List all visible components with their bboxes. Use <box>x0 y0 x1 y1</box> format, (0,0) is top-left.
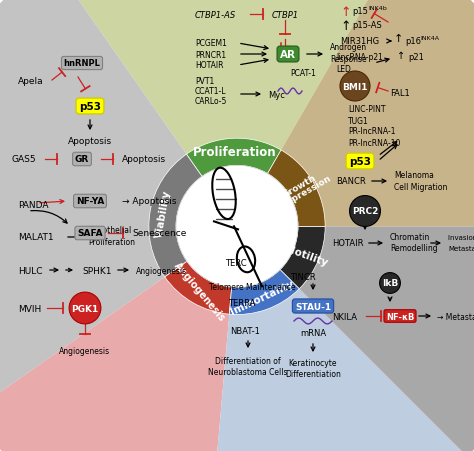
Text: CTBP1-AS: CTBP1-AS <box>195 11 236 20</box>
Text: Apoptosis: Apoptosis <box>68 137 112 146</box>
Text: Differentiation: Differentiation <box>285 370 341 379</box>
Text: SAFA: SAFA <box>77 229 103 238</box>
Text: SPHK1: SPHK1 <box>82 266 111 275</box>
Text: Proliferation: Proliferation <box>192 146 276 159</box>
Text: mRNA: mRNA <box>300 329 326 338</box>
Text: Chromatin: Chromatin <box>390 233 430 242</box>
Text: → Apoptosis: → Apoptosis <box>122 197 176 206</box>
Text: GR: GR <box>75 155 89 164</box>
Text: CTBP1: CTBP1 <box>272 11 299 20</box>
Text: Senescence: Senescence <box>132 229 186 238</box>
Text: NF-YA: NF-YA <box>76 197 104 206</box>
Text: PGK1: PGK1 <box>72 304 99 313</box>
Wedge shape <box>280 227 325 289</box>
Text: → Metastasis: → Metastasis <box>437 312 474 321</box>
Text: BMI1: BMI1 <box>342 83 368 91</box>
Text: p21: p21 <box>408 53 424 62</box>
Text: FAL1: FAL1 <box>390 89 410 98</box>
Text: ↑: ↑ <box>397 51 405 61</box>
Wedge shape <box>0 0 237 413</box>
Text: Apela: Apela <box>18 77 44 86</box>
Text: Melanoma: Melanoma <box>394 171 434 180</box>
Text: STAU-1: STAU-1 <box>295 302 331 311</box>
Wedge shape <box>267 151 325 227</box>
Text: Angiogenesis: Angiogenesis <box>172 260 228 323</box>
Text: PR-lncRNA-1: PR-lncRNA-1 <box>348 127 395 136</box>
Text: INK4A: INK4A <box>420 36 439 41</box>
Text: AR: AR <box>280 50 296 60</box>
Text: PR-lncRNA-10: PR-lncRNA-10 <box>348 138 401 147</box>
Wedge shape <box>237 227 474 451</box>
Text: CCAT1-L: CCAT1-L <box>195 87 227 96</box>
Text: CARLo-5: CARLo-5 <box>195 97 228 106</box>
Text: Viability: Viability <box>155 189 173 239</box>
Text: Myc: Myc <box>268 91 285 100</box>
Text: PRC2: PRC2 <box>352 207 378 216</box>
Text: HULC: HULC <box>18 266 43 275</box>
Text: PCGEM1: PCGEM1 <box>195 39 227 48</box>
Wedge shape <box>229 270 299 315</box>
Wedge shape <box>0 227 237 451</box>
Text: Proliferation: Proliferation <box>88 238 135 247</box>
Text: Differentiation of: Differentiation of <box>215 357 281 366</box>
Text: Response: Response <box>330 55 366 63</box>
Text: Angiogenesis: Angiogenesis <box>59 347 110 356</box>
Text: NKILA: NKILA <box>332 312 357 321</box>
Wedge shape <box>209 227 467 451</box>
Text: MVIH: MVIH <box>18 304 41 313</box>
Text: lincRNA-p21: lincRNA-p21 <box>336 53 383 62</box>
Text: TERC: TERC <box>225 259 246 268</box>
Wedge shape <box>149 155 202 277</box>
Text: Metastasis: Metastasis <box>448 245 474 252</box>
Text: TERRA: TERRA <box>228 299 255 308</box>
Text: Invasion +: Invasion + <box>448 235 474 240</box>
Text: ↑: ↑ <box>394 34 403 44</box>
Text: Neuroblastoma Cells: Neuroblastoma Cells <box>208 368 288 377</box>
Text: Remodelling: Remodelling <box>390 244 438 253</box>
Text: Apoptosis: Apoptosis <box>122 155 166 164</box>
Text: ↑: ↑ <box>340 19 350 32</box>
Text: NF-κB: NF-κB <box>386 312 414 321</box>
Text: Cell Migration: Cell Migration <box>394 183 447 192</box>
Text: PANDA: PANDA <box>18 201 48 210</box>
Text: TINCR: TINCR <box>290 272 316 281</box>
Text: HOTAIR: HOTAIR <box>195 61 224 70</box>
Text: LINC-PINT: LINC-PINT <box>348 105 385 114</box>
Text: Telomere Maintenance: Telomere Maintenance <box>209 283 295 292</box>
Wedge shape <box>50 0 400 227</box>
Text: INK4b: INK4b <box>368 5 387 10</box>
Text: LED: LED <box>336 64 351 74</box>
Text: HOTAIR: HOTAIR <box>332 239 364 248</box>
Text: Motility: Motility <box>283 244 328 268</box>
Text: p15: p15 <box>352 8 368 17</box>
Text: Growth
Suppression: Growth Suppression <box>270 166 333 213</box>
Text: MALAT1: MALAT1 <box>18 233 54 242</box>
Text: PVT1: PVT1 <box>195 77 214 86</box>
Text: Immortality: Immortality <box>229 278 296 316</box>
Text: PCAT-1: PCAT-1 <box>290 69 316 78</box>
Text: ↑: ↑ <box>340 5 350 18</box>
Text: Endothelial: Endothelial <box>88 226 131 235</box>
Text: p53: p53 <box>349 156 371 166</box>
Text: TUG1: TUG1 <box>348 116 369 125</box>
Circle shape <box>176 166 298 288</box>
Text: Androgen: Androgen <box>330 43 367 52</box>
Wedge shape <box>165 262 232 314</box>
Text: p16: p16 <box>405 37 421 46</box>
Text: p15-AS: p15-AS <box>352 22 382 30</box>
Text: GAS5: GAS5 <box>12 155 36 164</box>
Text: Angiogenesis: Angiogenesis <box>136 266 187 275</box>
Text: Keratinocyte: Keratinocyte <box>289 359 337 368</box>
Wedge shape <box>237 0 474 227</box>
Text: p53: p53 <box>79 102 101 112</box>
Text: BANCR: BANCR <box>336 177 366 186</box>
Text: PRNCR1: PRNCR1 <box>195 51 226 60</box>
Text: MIR31HG: MIR31HG <box>340 37 379 46</box>
Text: hnRNPL: hnRNPL <box>64 60 100 69</box>
Text: IkB: IkB <box>382 279 398 288</box>
Text: NBAT-1: NBAT-1 <box>230 327 260 336</box>
Wedge shape <box>186 139 281 177</box>
